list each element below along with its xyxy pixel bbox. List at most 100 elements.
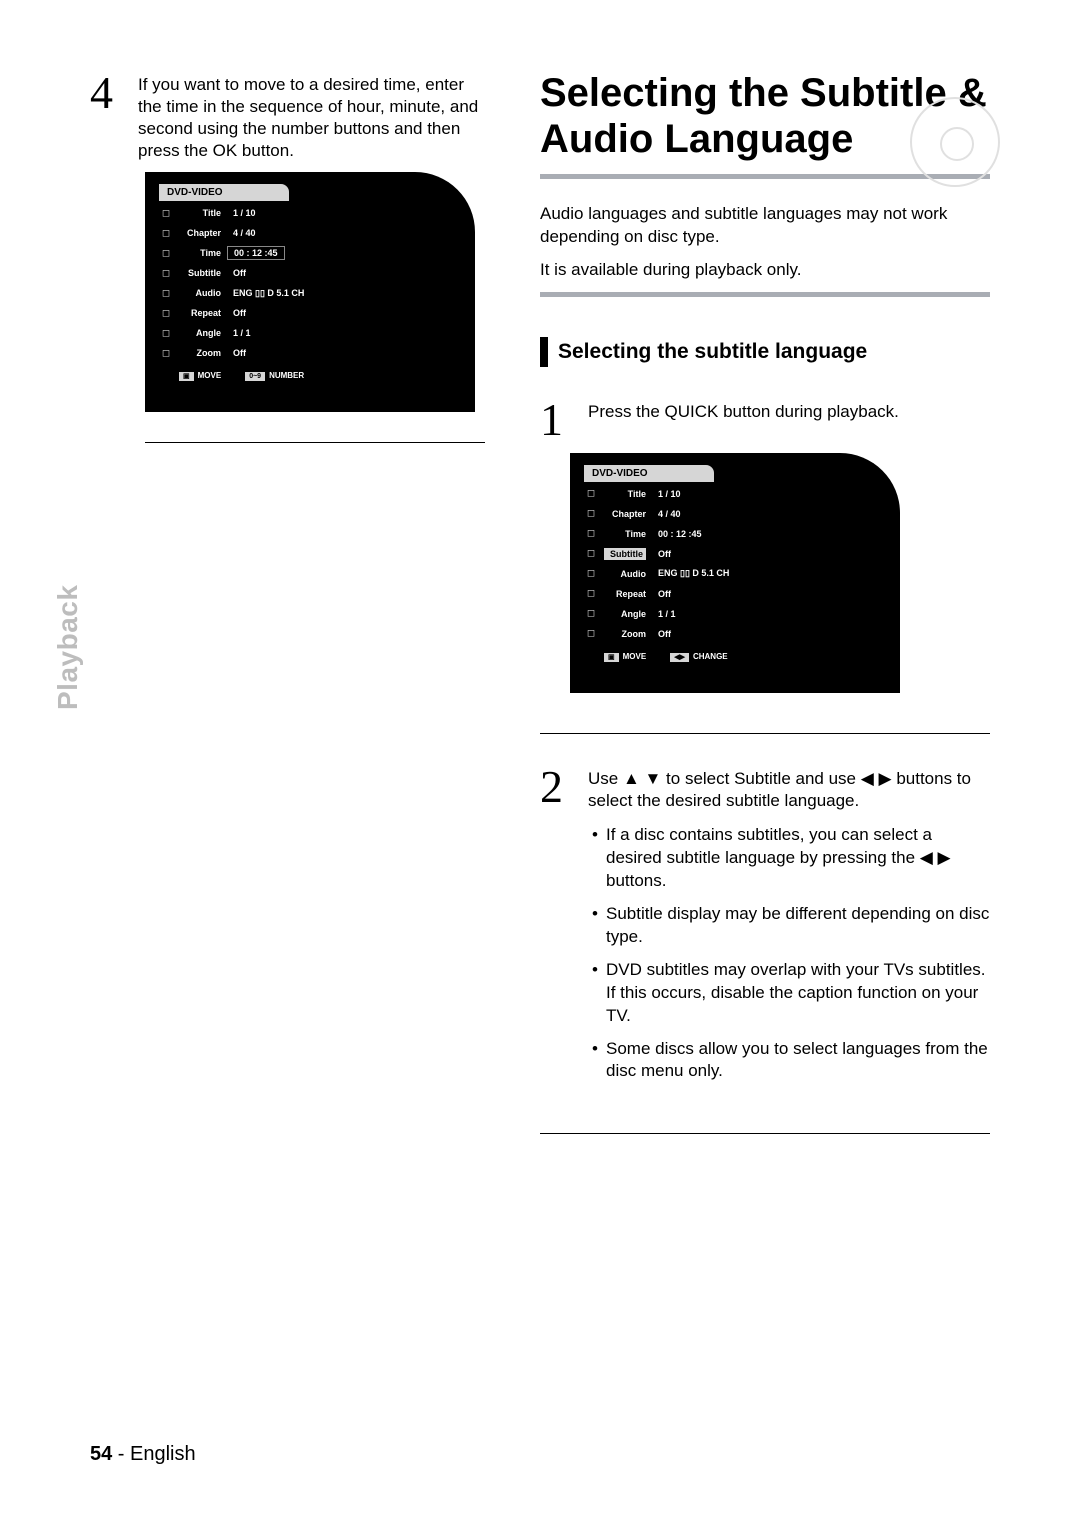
osd-footer-label: MOVE	[198, 371, 222, 380]
osd-footer-label: CHANGE	[693, 652, 728, 661]
osd-row: ◻ Angle 1 / 1	[584, 604, 886, 624]
osd-row-label: Title	[604, 489, 646, 499]
osd-footer-item: ▣ MOVE	[604, 652, 646, 661]
osd-row: ◻ Repeat Off	[159, 303, 461, 323]
osd-row-value: 00 : 12 :45	[227, 246, 285, 260]
osd-row-value: Off	[652, 589, 671, 599]
osd-row-icon: ◻	[159, 306, 173, 320]
osd-row-value: Off	[227, 308, 246, 318]
step-1: 1 Press the QUICK button during playback…	[540, 397, 990, 443]
intro-line-2: It is available during playback only.	[540, 259, 990, 282]
intro-line-1: Audio languages and subtitle languages m…	[540, 203, 990, 249]
osd-row: ◻Time00 : 12 :45	[159, 243, 461, 263]
osd-row-value: ENG ▯▯ D 5.1 CH	[652, 568, 729, 579]
osd-row-icon: ◻	[159, 226, 173, 240]
bullet-item: Some discs allow you to select languages…	[606, 1038, 990, 1084]
osd-row: ◻ Chapter 4 / 40	[584, 504, 886, 524]
osd-row-label: Repeat	[179, 308, 221, 318]
disc-decoration-icon	[910, 97, 1000, 187]
osd-row-icon: ◻	[584, 567, 598, 581]
page-footer: 54 - English	[90, 1443, 196, 1466]
side-tab-playback: Playback	[52, 585, 84, 710]
osd-row-value: 1 / 10	[652, 489, 681, 499]
bullet-item: If a disc contains subtitles, you can se…	[606, 824, 990, 893]
osd-row-icon: ◻	[584, 487, 598, 501]
osd-footer-key: 0~9	[245, 372, 265, 381]
osd-footer-label: NUMBER	[269, 371, 304, 380]
bullet-item: DVD subtitles may overlap with your TVs …	[606, 959, 990, 1028]
osd-footer-label: MOVE	[623, 652, 647, 661]
osd-row-label: Repeat	[604, 589, 646, 599]
osd-footer-key: ▣	[604, 653, 619, 662]
osd-row-icon: ◻	[584, 507, 598, 521]
osd-row-icon: ◻	[159, 206, 173, 220]
osd-row-icon: ◻	[584, 607, 598, 621]
osd-row-value: Off	[227, 268, 246, 278]
osd-rows: ◻ Title 1 / 10 ◻ Chapter 4 / 40 ◻Time00 : 12 :…	[159, 203, 461, 363]
osd-row-icon: ◻	[159, 266, 173, 280]
osd-row: ◻Time00 : 12 :45	[584, 524, 886, 544]
osd-panel-time: DVD-VIDEO ◻ Title 1 / 10 ◻ Chapter 4 / 40 ◻Tim…	[145, 172, 475, 412]
bullet-item: Subtitle display may be different depend…	[606, 903, 990, 949]
step-2: 2 Use ▲ ▼ to select Subtitle and use ◀ ▶…	[540, 764, 990, 1094]
section-title: Selecting the subtitle language	[558, 340, 867, 364]
osd-footer-item: ◀▶ CHANGE	[670, 652, 727, 661]
step-2-bullets: If a disc contains subtitles, you can se…	[588, 824, 990, 1083]
footer-sep: -	[112, 1443, 130, 1465]
osd-row-label: Time	[604, 529, 646, 539]
step-4-text: If you want to move to a desired time, e…	[138, 70, 490, 162]
osd-row: ◻ Title 1 / 10	[584, 484, 886, 504]
osd-row: ◻ Title 1 / 10	[159, 203, 461, 223]
osd-row: ◻ Chapter 4 / 40	[159, 223, 461, 243]
osd-rows: ◻Title1 / 10◻Chapter4 / 40◻Time00 : 12 :…	[584, 484, 886, 644]
osd-row-icon: ◻	[584, 587, 598, 601]
osd-row-icon: ◻	[159, 246, 173, 260]
osd-panel-subtitle: DVD-VIDEO ◻Title1 / 10◻Chapter4 / 40◻Tim…	[570, 453, 900, 693]
osd-row: ◻AudioENG ▯▯ D 5.1 CH	[584, 564, 886, 584]
osd-row-icon: ◻	[159, 346, 173, 360]
osd-row-value: 4 / 40	[227, 228, 256, 238]
footer-language: English	[130, 1443, 196, 1465]
osd-footer-key: ▣	[179, 372, 194, 381]
osd-row-icon: ◻	[584, 527, 598, 541]
section-heading: Selecting the subtitle language	[540, 337, 990, 367]
osd-row-label: Subtitle	[179, 268, 221, 278]
osd-row-icon: ◻	[159, 326, 173, 340]
step-2-text: Use ▲ ▼ to select Subtitle and use ◀ ▶ b…	[588, 764, 990, 812]
osd-row: ◻SubtitleOff	[584, 544, 886, 564]
osd-row-value: 1 / 1	[652, 609, 676, 619]
page-number: 54	[90, 1443, 112, 1465]
osd-row-label: Angle	[179, 328, 221, 338]
osd-row-label: Title	[179, 208, 221, 218]
osd-footer-item: ▣ MOVE	[179, 371, 221, 380]
osd-row-label: Chapter	[179, 228, 221, 238]
step-4-number: 4	[90, 70, 124, 162]
step-4: 4 If you want to move to a desired time,…	[90, 70, 490, 162]
osd-row-label: Subtitle	[604, 548, 646, 560]
osd-row-value: 1 / 10	[227, 208, 256, 218]
osd-header: DVD-VIDEO	[159, 184, 289, 201]
osd-row-label: Angle	[604, 609, 646, 619]
osd-row: ◻ Angle 1 / 1	[159, 323, 461, 343]
intro-underline	[540, 292, 990, 297]
osd-row-label: Zoom	[179, 348, 221, 358]
step-2-number: 2	[540, 764, 574, 1094]
osd-row-value: 4 / 40	[652, 509, 681, 519]
step-1-number: 1	[540, 397, 574, 443]
osd-row: ◻ Subtitle Off	[159, 263, 461, 283]
osd-row: ◻ZoomOff	[584, 624, 886, 644]
osd-row-label: Chapter	[604, 509, 646, 519]
osd-row-value: Off	[227, 348, 246, 358]
divider	[540, 1133, 990, 1134]
osd-row-label: Audio	[179, 288, 221, 298]
osd-row-value: 1 / 1	[227, 328, 251, 338]
osd-row-icon: ◻	[159, 286, 173, 300]
section-bar-icon	[540, 337, 548, 367]
osd-footer-key: ◀▶	[670, 653, 689, 662]
osd-row-value: ENG ▯▯ D 5.1 CH	[227, 288, 304, 299]
chapter-heading-box: Selecting the Subtitle & Audio Language	[540, 70, 990, 179]
osd-row: ◻ Repeat Off	[584, 584, 886, 604]
osd-row: ◻ Zoom Off	[159, 343, 461, 363]
osd-row-icon: ◻	[584, 547, 598, 561]
osd-row-value: Off	[652, 629, 671, 639]
